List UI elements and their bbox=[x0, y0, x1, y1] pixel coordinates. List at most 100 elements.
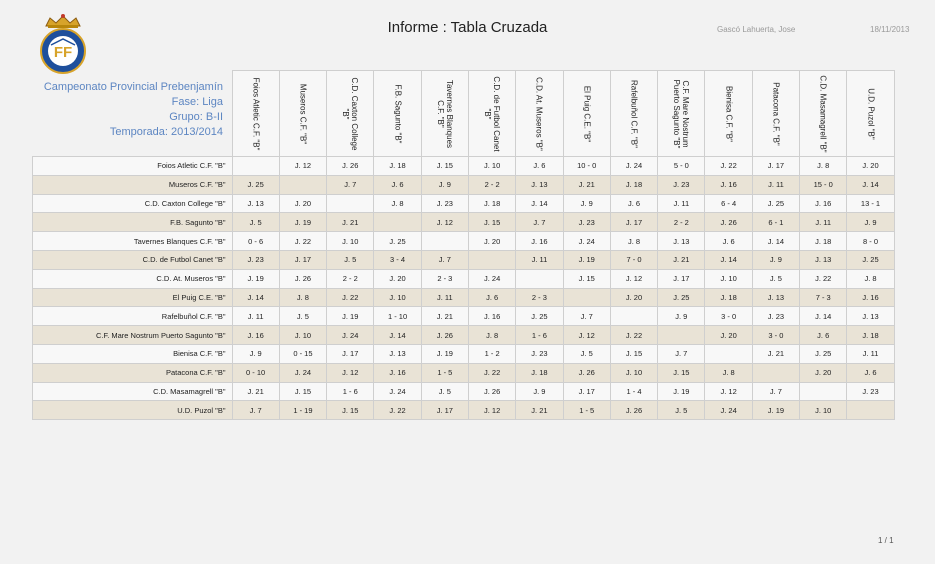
table-cell: J. 9 bbox=[231, 343, 280, 364]
column-header: Bienisa C.F. "B" bbox=[704, 70, 753, 157]
table-cell: J. 21 bbox=[562, 174, 611, 195]
table-cell: J. 11 bbox=[515, 249, 564, 270]
table-cell: J. 17 bbox=[751, 156, 801, 176]
table-cell: 1 - 5 bbox=[562, 400, 611, 421]
column-header: C.D. Caxton College "B" bbox=[326, 70, 375, 157]
row-team-name: C.D. Masamagrell "B" bbox=[32, 381, 233, 402]
table-row: Foios Atletic C.F. "B" J. 12 J. 26 J. 18 J. … bbox=[32, 156, 895, 176]
table-cell: J. 16 bbox=[231, 325, 280, 345]
table-cell: J. 13 bbox=[799, 249, 848, 270]
table-cell: J. 19 bbox=[420, 343, 469, 364]
column-header-label: C.D. de Futbol Canet "B" bbox=[483, 75, 502, 152]
table-cell: J. 22 bbox=[467, 362, 517, 383]
table-cell: J. 12 bbox=[562, 325, 611, 345]
table-cell: J. 24 bbox=[609, 156, 659, 176]
column-header-label: C.D. Caxton College "B" bbox=[341, 77, 360, 150]
cross-table: Foios Atletic C.F. "B" Museros C.F. "B" C.… bbox=[32, 70, 895, 421]
table-cell: J. 14 bbox=[231, 287, 280, 308]
table-cell: J. 15 bbox=[562, 268, 611, 289]
table-cell: J. 12 bbox=[420, 212, 469, 233]
table-cell: J. 24 bbox=[373, 381, 422, 402]
table-cell: J. 18 bbox=[609, 174, 659, 195]
table-cell: J. 16 bbox=[467, 306, 517, 327]
table-cell: J. 13 bbox=[515, 174, 564, 195]
table-cell: 10 - 0 bbox=[562, 156, 611, 176]
column-header: El Puig C.E. "B" bbox=[562, 70, 611, 157]
table-cell: J. 5 bbox=[326, 249, 375, 270]
table-cell: J. 21 bbox=[231, 381, 280, 402]
table-cell: J. 18 bbox=[704, 287, 753, 308]
table-cell: J. 22 bbox=[278, 231, 328, 251]
row-team-name: C.D. At. Museros "B" bbox=[32, 268, 233, 289]
row-team-name: Bienisa C.F. "B" bbox=[32, 343, 233, 364]
table-cell: J. 13 bbox=[751, 287, 801, 308]
table-cell: J. 16 bbox=[846, 287, 895, 308]
table-cell: J. 22 bbox=[609, 325, 659, 345]
table-cell: J. 6 bbox=[799, 325, 848, 345]
table-cell bbox=[751, 362, 801, 383]
competition-info: Campeonato Provincial Prebenjamín Fase: … bbox=[20, 80, 223, 140]
svg-text:FF: FF bbox=[54, 44, 72, 61]
table-cell: 7 - 0 bbox=[609, 249, 659, 270]
table-cell: J. 20 bbox=[609, 287, 659, 308]
row-team-name: C.D. Caxton College "B" bbox=[32, 193, 233, 214]
table-cell: 1 - 19 bbox=[278, 400, 328, 421]
table-row: Tavernes Blanques C.F. "B" 0 - 6 J. 22 J. 1… bbox=[32, 231, 895, 251]
table-cell: J. 22 bbox=[326, 287, 375, 308]
table-cell: J. 24 bbox=[326, 325, 375, 345]
table-cell: J. 10 bbox=[278, 325, 328, 345]
table-cell: J. 15 bbox=[326, 400, 375, 421]
table-row: C.D. Caxton College "B" J. 13 J. 20 J. 8 J. … bbox=[32, 193, 895, 214]
table-cell: J. 7 bbox=[562, 306, 611, 327]
table-cell: J. 12 bbox=[609, 268, 659, 289]
table-cell: 8 - 0 bbox=[846, 231, 895, 251]
column-header: Museros C.F. "B" bbox=[278, 70, 328, 157]
table-cell: J. 20 bbox=[704, 325, 753, 345]
table-cell: J. 17 bbox=[562, 381, 611, 402]
table-cell: J. 8 bbox=[609, 231, 659, 251]
table-cell: J. 15 bbox=[467, 212, 517, 233]
report-title: Informe : Tabla Cruzada bbox=[387, 19, 548, 36]
table-cell: J. 13 bbox=[846, 306, 895, 327]
table-cell: 0 - 6 bbox=[231, 231, 280, 251]
table-cell bbox=[420, 231, 469, 251]
table-cell: J. 10 bbox=[326, 231, 375, 251]
table-cell: 2 - 2 bbox=[657, 212, 706, 233]
table-cell: J. 11 bbox=[420, 287, 469, 308]
table-cell: J. 11 bbox=[846, 343, 895, 364]
table-cell: J. 19 bbox=[657, 381, 706, 402]
federation-crest-icon: FF bbox=[30, 12, 96, 74]
table-cell: 1 - 10 bbox=[373, 306, 422, 327]
table-cell: J. 7 bbox=[420, 249, 469, 270]
table-cell: J. 23 bbox=[846, 381, 895, 402]
column-header: C.D. Masamagrell "B" bbox=[799, 70, 848, 157]
table-cell: 1 - 2 bbox=[467, 343, 517, 364]
row-team-name: C.F. Mare Nostrum Puerto Sagunto "B" bbox=[32, 325, 233, 345]
column-header: Patacona C.F. "B" bbox=[751, 70, 801, 157]
table-cell: J. 7 bbox=[231, 400, 280, 421]
table-cell bbox=[846, 400, 895, 421]
table-cell: J. 7 bbox=[326, 174, 375, 195]
row-team-name: U.D. Puzol "B" bbox=[32, 400, 233, 421]
table-cell: J. 12 bbox=[467, 400, 517, 421]
table-cell: J. 14 bbox=[751, 231, 801, 251]
table-cell: J. 5 bbox=[751, 268, 801, 289]
column-header-label: Foios Atletic C.F. "B" bbox=[251, 77, 261, 150]
table-cell: 2 - 2 bbox=[467, 174, 517, 195]
table-cell: 1 - 6 bbox=[515, 325, 564, 345]
table-cell: J. 6 bbox=[373, 174, 422, 195]
row-team-name: Museros C.F. "B" bbox=[32, 174, 233, 195]
table-cell: J. 25 bbox=[751, 193, 801, 214]
table-cell: J. 23 bbox=[515, 343, 564, 364]
table-cell: J. 20 bbox=[278, 193, 328, 214]
table-cell: J. 25 bbox=[373, 231, 422, 251]
author-name: Gascó Lahuerta, Jose bbox=[717, 25, 796, 34]
column-header-label: U.D. Puzol "B" bbox=[866, 87, 875, 140]
column-header-label: El Puig C.E. "B" bbox=[582, 85, 592, 142]
column-header-row: Foios Atletic C.F. "B" Museros C.F. "B" C.… bbox=[33, 70, 895, 157]
table-cell: 5 - 0 bbox=[657, 156, 706, 176]
table-row: C.D. At. Museros "B" J. 19 J. 26 2 - 2 J. 20… bbox=[32, 268, 895, 289]
table-cell: J. 13 bbox=[373, 343, 422, 364]
table-cell: J. 26 bbox=[326, 156, 375, 176]
